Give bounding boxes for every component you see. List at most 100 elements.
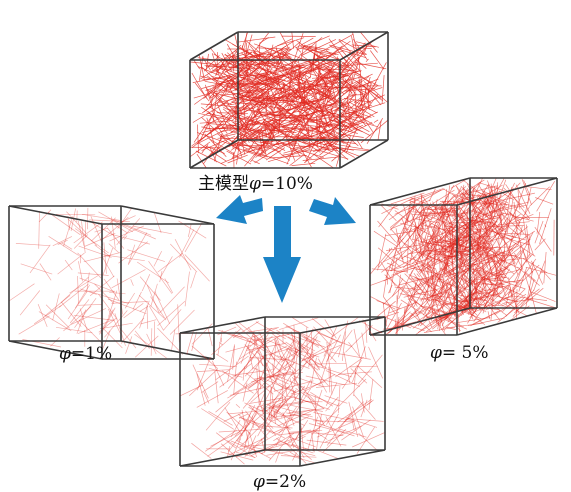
fiber	[230, 115, 270, 127]
fiber	[94, 283, 115, 304]
fiber	[369, 247, 393, 275]
fiber	[384, 274, 410, 297]
fiber	[409, 298, 431, 312]
fiber	[184, 222, 203, 253]
fiber	[338, 371, 372, 375]
fiber	[309, 121, 352, 128]
fiber	[381, 197, 414, 215]
fiber	[281, 153, 293, 156]
fiber	[499, 242, 517, 263]
fiber	[499, 279, 506, 297]
fiber	[373, 119, 379, 123]
fiber	[293, 375, 324, 387]
fiber	[309, 149, 335, 165]
fiber	[539, 208, 552, 245]
fiber	[377, 233, 387, 271]
fiber	[404, 279, 419, 314]
fiber	[258, 69, 277, 75]
fiber	[275, 142, 295, 145]
fiber	[86, 272, 90, 293]
fiber	[327, 118, 363, 133]
fiber	[440, 245, 463, 261]
fiber	[100, 307, 116, 334]
fiber	[320, 337, 334, 365]
fiber	[244, 412, 251, 433]
fiber	[487, 199, 517, 207]
fiber	[300, 46, 304, 59]
fiber	[201, 144, 209, 154]
fiber	[111, 301, 149, 304]
fiber	[250, 109, 284, 123]
fiber	[443, 263, 477, 283]
fiber	[497, 205, 507, 211]
fiber	[287, 333, 325, 348]
fiber	[279, 317, 319, 330]
fiber	[292, 335, 295, 347]
fiber	[111, 269, 146, 289]
fiber	[353, 39, 368, 60]
fiber	[302, 391, 339, 407]
fiber	[380, 261, 396, 287]
fiber	[148, 260, 173, 294]
fiber	[232, 344, 235, 370]
fiber	[360, 399, 368, 418]
fiber	[73, 314, 115, 321]
fiber	[190, 271, 197, 289]
fiber	[235, 346, 262, 378]
fiber	[203, 112, 230, 127]
fiber	[219, 92, 260, 103]
fiber	[447, 306, 458, 323]
fiber	[394, 272, 421, 295]
fiber	[363, 81, 388, 103]
fiber	[242, 366, 246, 381]
fiber	[109, 225, 145, 242]
fiber	[255, 351, 286, 376]
fiber	[332, 116, 353, 132]
fiber	[218, 429, 260, 433]
fiber	[235, 451, 256, 458]
fiber	[459, 185, 497, 196]
fiber	[314, 148, 349, 160]
fiber	[276, 355, 310, 369]
fiber	[483, 283, 512, 310]
fiber	[388, 284, 393, 294]
fiber	[153, 212, 162, 234]
fiber	[338, 114, 378, 128]
fiber	[269, 389, 297, 421]
fiber	[80, 288, 97, 295]
fiber	[330, 316, 360, 338]
fiber	[259, 111, 293, 115]
fiber	[334, 356, 364, 378]
fiber	[322, 429, 347, 453]
fiber	[313, 412, 353, 422]
fiber	[345, 417, 378, 428]
fiber	[206, 88, 228, 108]
fiber	[250, 77, 280, 101]
fiber	[293, 81, 337, 88]
fiber	[196, 132, 235, 147]
fiber	[191, 126, 217, 149]
fiber	[470, 244, 492, 249]
fiber	[38, 210, 40, 249]
fiber	[271, 48, 292, 60]
fiber	[219, 133, 236, 138]
fiber	[522, 217, 528, 246]
fiber	[215, 355, 249, 381]
fiber	[384, 302, 402, 332]
fiber	[342, 57, 359, 80]
fiber	[434, 209, 444, 243]
fiber	[473, 190, 506, 205]
fiber	[235, 331, 268, 354]
fiber	[356, 364, 383, 388]
fiber	[524, 187, 532, 216]
fiber	[111, 216, 116, 249]
fiber	[416, 289, 437, 317]
fiber	[257, 403, 276, 437]
fiber	[282, 127, 303, 141]
fiber	[234, 33, 238, 46]
fiber	[446, 185, 451, 211]
fiber	[274, 405, 313, 418]
fiber	[228, 409, 269, 415]
fiber	[63, 216, 74, 247]
fiber	[439, 268, 460, 287]
